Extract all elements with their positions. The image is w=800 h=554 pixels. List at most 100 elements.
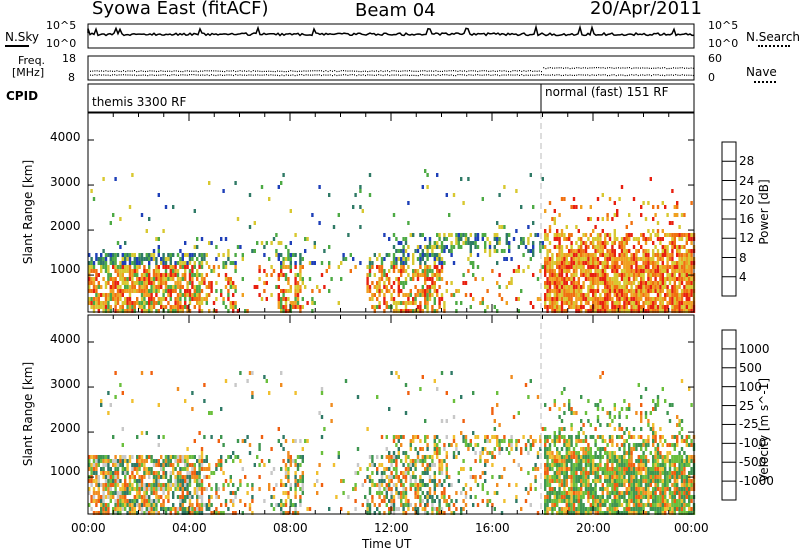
- velocity-cell: [145, 487, 148, 491]
- power-cell: [685, 305, 688, 309]
- power-cell: [632, 273, 636, 277]
- power-cell: [112, 297, 115, 301]
- velocity-cell: [419, 495, 422, 499]
- power-cell: [210, 281, 213, 285]
- velocity-cell: [196, 475, 199, 479]
- power-cell: [676, 305, 679, 309]
- freq-point: [620, 67, 622, 69]
- power-cell: [292, 305, 295, 309]
- power-cell: [606, 213, 609, 217]
- nave-point: [263, 74, 265, 76]
- power-cell: [193, 285, 196, 289]
- power-cell: [119, 217, 122, 221]
- power-cell: [148, 257, 151, 261]
- velocity-cell: [604, 487, 607, 491]
- power-cell: [599, 273, 602, 277]
- power-cell: [467, 241, 470, 245]
- power-cell: [551, 265, 554, 269]
- power-cell: [601, 297, 604, 301]
- nave-point: [450, 74, 452, 76]
- nave-point: [373, 74, 375, 76]
- velocity-cell: [469, 487, 472, 491]
- power-cell: [258, 293, 261, 297]
- velocity-cell: [608, 471, 612, 475]
- power-cell: [601, 249, 604, 253]
- velocity-cell: [570, 427, 573, 431]
- velocity-cell: [596, 507, 600, 511]
- nave-point: [589, 74, 591, 77]
- velocity-cell: [560, 471, 564, 475]
- nave-point: [138, 74, 140, 76]
- power-cell: [565, 309, 568, 313]
- velocity-cell: [582, 507, 585, 511]
- power-cell: [635, 237, 638, 241]
- velocity-cell: [229, 479, 232, 483]
- velocity-cell: [462, 435, 465, 439]
- velocity-cell: [299, 499, 302, 503]
- power-cell: [652, 297, 655, 301]
- power-cell: [299, 265, 302, 269]
- power-cell: [289, 265, 292, 269]
- velocity-cell: [438, 463, 441, 467]
- velocity-cell: [575, 467, 578, 471]
- power-cell: [284, 245, 288, 249]
- power-cell: [97, 257, 100, 261]
- freq-point: [373, 70, 375, 72]
- power-cell: [280, 297, 283, 301]
- power-cell: [635, 305, 638, 309]
- nave-point: [563, 74, 564, 76]
- velocity-cell: [380, 483, 384, 487]
- power-cell: [133, 273, 136, 277]
- velocity-cell: [390, 371, 393, 375]
- power-cell: [652, 217, 655, 221]
- power-cell: [623, 261, 626, 265]
- power-cell: [618, 241, 621, 245]
- power-cell: [536, 277, 540, 281]
- velocity-cell: [184, 499, 187, 503]
- velocity-cell: [618, 455, 621, 459]
- velocity-cell: [224, 503, 228, 507]
- power-cell: [606, 289, 609, 293]
- power-cell: [428, 237, 432, 241]
- velocity-cell: [611, 491, 614, 495]
- velocity-cell: [119, 511, 122, 515]
- velocity-cell: [589, 455, 592, 459]
- nave-point: [120, 74, 122, 76]
- power-cell: [548, 201, 552, 205]
- power-cell: [409, 277, 412, 281]
- power-cell: [460, 245, 463, 249]
- velocity-cell: [618, 491, 621, 495]
- power-cell: [632, 277, 636, 281]
- velocity-cell: [198, 475, 201, 479]
- power-cell: [383, 285, 386, 289]
- power-cell: [436, 269, 439, 273]
- power-cell: [160, 301, 163, 305]
- power-cell: [539, 241, 542, 245]
- power-cell: [191, 277, 194, 281]
- power-cell: [664, 293, 667, 297]
- power-cell: [680, 245, 684, 249]
- freq-point: [318, 70, 320, 72]
- power-cell: [568, 269, 571, 273]
- velocity-cell: [323, 427, 326, 431]
- power-cell: [560, 233, 564, 237]
- velocity-cell: [174, 459, 177, 463]
- power-cell: [455, 237, 458, 241]
- freq-point: [409, 70, 410, 72]
- power-cell: [378, 269, 381, 273]
- velocity-cell: [611, 451, 614, 455]
- nave-point: [340, 74, 342, 76]
- velocity-cell: [601, 503, 604, 507]
- velocity-cell: [570, 499, 573, 503]
- power-cell: [196, 277, 199, 281]
- power-cell: [448, 213, 451, 217]
- velocity-cell: [546, 447, 549, 451]
- velocity-cell: [553, 495, 556, 499]
- power-cell: [152, 297, 156, 301]
- velocity-cell: [136, 503, 139, 507]
- velocity-cell: [186, 455, 189, 459]
- velocity-cell: [155, 511, 158, 515]
- power-cell: [484, 233, 487, 237]
- velocity-cell: [169, 479, 172, 483]
- power-cell: [102, 277, 105, 281]
